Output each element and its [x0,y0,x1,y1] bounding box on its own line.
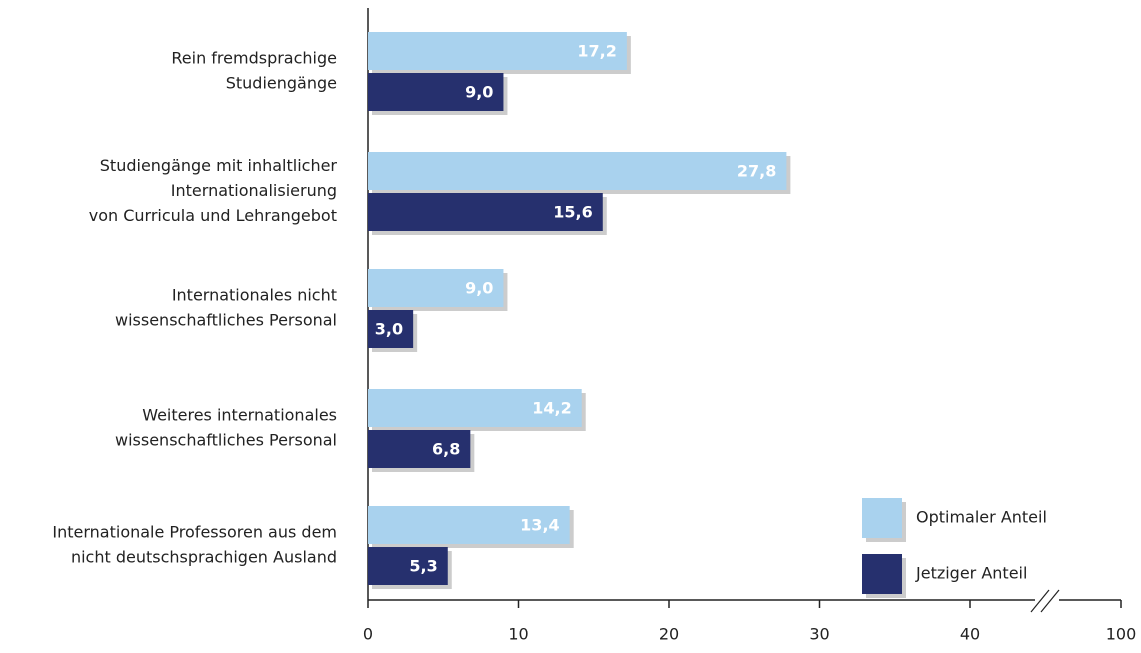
value-label: 13,4 [520,516,559,535]
axis-break [1030,589,1050,613]
category-label: nicht deutschsprachigen Ausland [71,548,337,567]
value-label: 3,0 [375,320,403,339]
bar [368,73,504,111]
value-label: 15,6 [553,203,592,222]
bar [368,193,603,231]
category-label: Internationale Professoren aus dem [52,523,337,542]
category-label: Studiengänge mit inhaltlicher [100,156,338,175]
legend-label: Jetziger Anteil [915,564,1027,583]
value-label: 14,2 [532,399,571,418]
axis-break [1040,589,1060,613]
category-label: Studiengänge [226,74,337,93]
category-label: wissenschaftliches Personal [115,311,337,330]
legend-swatch [862,554,902,594]
value-label: 27,8 [737,162,776,181]
legend-swatch [862,498,902,538]
bar [368,430,471,468]
value-label: 6,8 [432,440,460,459]
category-label: von Curricula und Lehrangebot [89,206,337,225]
bar [368,310,414,348]
category-label: Weiteres internationales [142,406,337,425]
x-tick-label: 30 [809,625,829,644]
bar [368,506,570,544]
bar [368,152,787,190]
bar [368,389,582,427]
x-tick-label: 0 [363,625,373,644]
category-label: Rein fremdsprachige [171,49,337,68]
x-tick-label: 40 [960,625,980,644]
bar [368,547,448,585]
x-tick-label: 20 [659,625,679,644]
value-label: 17,2 [577,42,616,61]
bar [368,269,504,307]
category-label: Internationalisierung [171,181,337,200]
value-label: 9,0 [465,279,493,298]
x-tick-label: 10 [508,625,528,644]
x-tick-label: 100 [1106,625,1137,644]
bar [368,32,627,70]
legend-label: Optimaler Anteil [916,508,1047,527]
category-label: wissenschaftliches Personal [115,431,337,450]
category-label: Internationales nicht [172,286,337,305]
value-label: 9,0 [465,83,493,102]
value-label: 5,3 [409,557,437,576]
